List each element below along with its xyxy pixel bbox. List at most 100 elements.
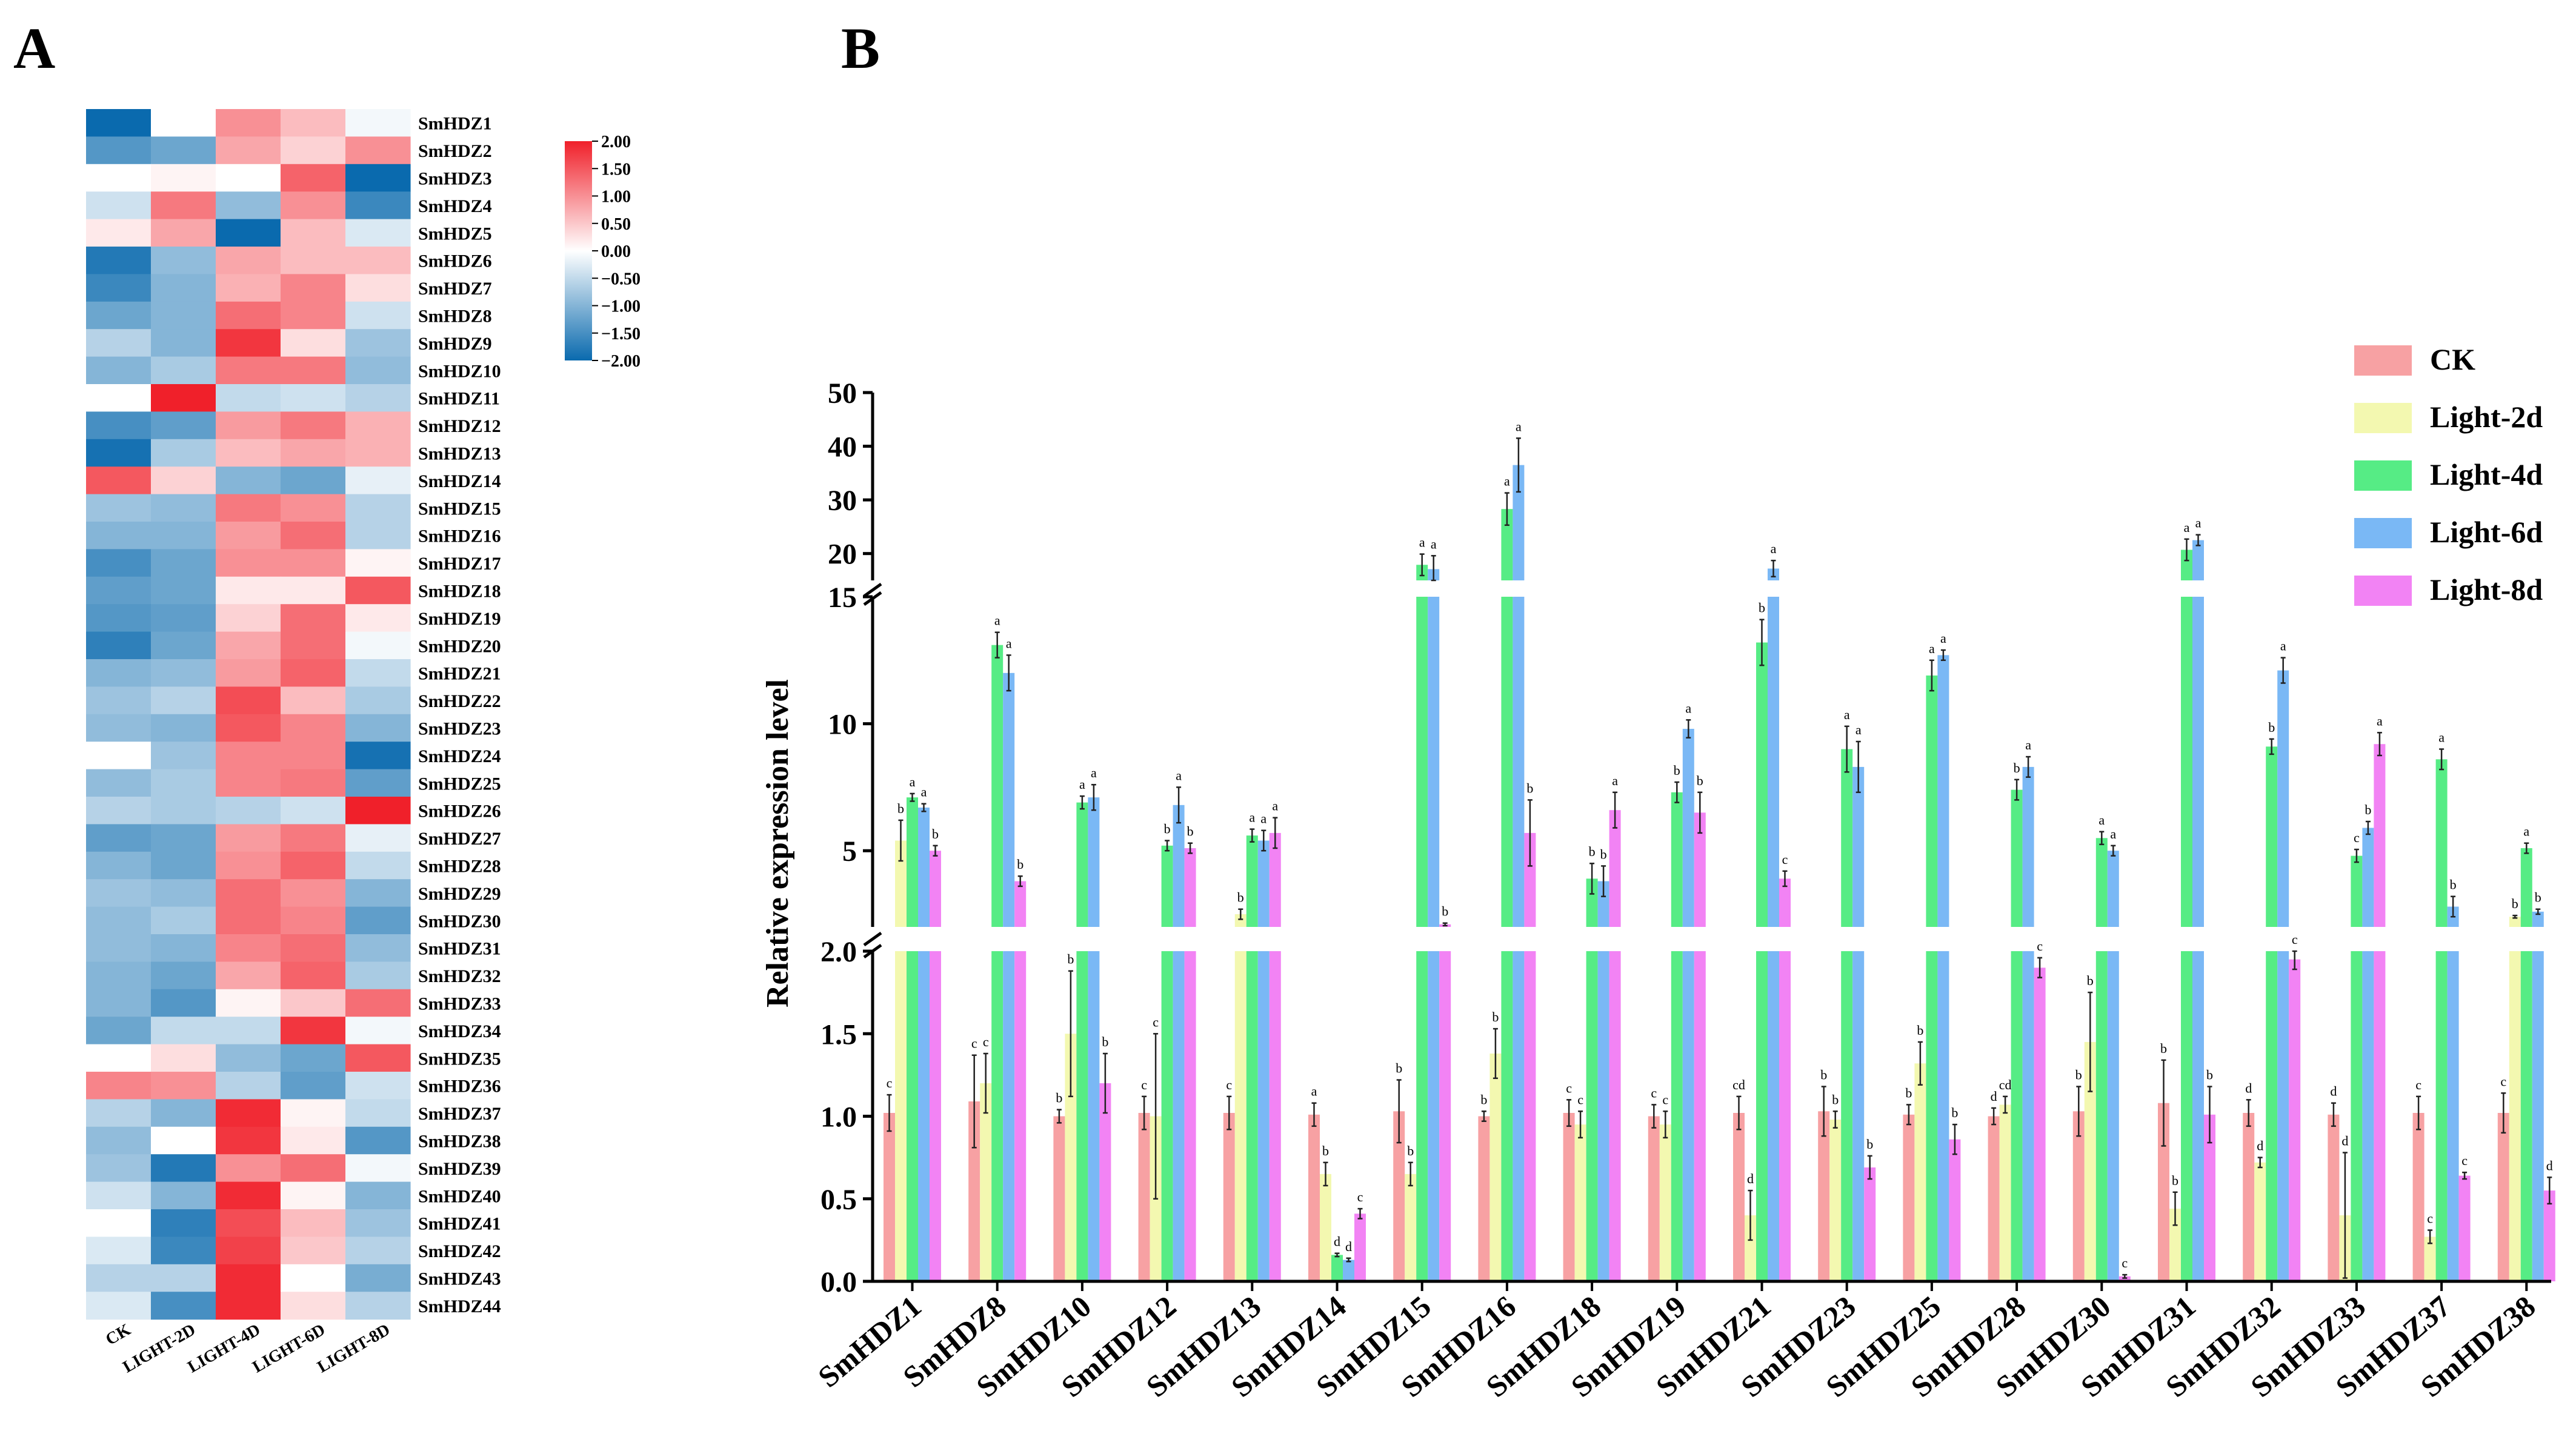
heatmap-row-label: SmHDZ11 [418, 389, 500, 409]
heatmap-cell [345, 219, 411, 247]
significance-label: a [910, 774, 916, 789]
heatmap-cell [281, 522, 346, 549]
significance-label: a [1260, 811, 1266, 826]
significance-label: d [2257, 1138, 2263, 1154]
bar-Light-4d [907, 797, 918, 927]
axes: 0.0 0.5 1.0 1.5 2.0 5 10 15 20 30 40 50 [820, 377, 2551, 1298]
heatmap-column-label: LIGHT-4D [185, 1320, 264, 1376]
bar-CK [2497, 1113, 2509, 1281]
heatmap-cell [151, 466, 216, 495]
heatmap-cell [281, 1154, 346, 1183]
bar-Light-4d [1416, 951, 1428, 1281]
bar-CK [2072, 1111, 2085, 1281]
heatmap-cell [281, 686, 346, 715]
significance-label: d [1991, 1089, 1997, 1104]
bar-CK [1903, 1114, 1915, 1281]
legend-swatch [2354, 460, 2412, 491]
heatmap-cell [216, 439, 281, 467]
bar-Light-4d [1161, 951, 1173, 1281]
heatmap-cell [281, 1044, 346, 1072]
significance-label: c [2292, 932, 2298, 947]
bar-Light-8d [1609, 810, 1621, 927]
bar-Light-2d [1234, 914, 1246, 927]
heatmap-row-label: SmHDZ20 [418, 636, 501, 656]
heatmap-row-label: SmHDZ17 [418, 554, 501, 574]
heatmap-row-label: SmHDZ2 [418, 141, 492, 161]
heatmap-cell [86, 384, 151, 412]
bar-Light-2d [2254, 1162, 2266, 1281]
significance-label: a [2377, 713, 2383, 728]
heatmap-cell [86, 522, 151, 549]
significance-label: a [994, 613, 1000, 628]
panel-a-label: A [13, 16, 55, 81]
heatmap-row-label: SmHDZ1 [418, 114, 492, 134]
significance-label: b [1102, 1034, 1108, 1049]
bar-Light-4d [2095, 838, 2108, 927]
bar-Light-6d [2532, 911, 2544, 927]
heatmap-cell [281, 109, 346, 137]
heatmap-cell [216, 274, 281, 302]
heatmap-row-label: SmHDZ22 [418, 691, 501, 711]
heatmap-cell [86, 1264, 151, 1292]
bar-Light-4d [1076, 802, 1088, 927]
significance-label: b [2535, 890, 2541, 905]
heatmap-cell [216, 1017, 281, 1045]
significance-label: c [1141, 1077, 1147, 1092]
heatmap-cell [216, 659, 281, 687]
legend-tick-label: −1.00 [601, 297, 641, 316]
bar-Light-4d [1926, 676, 1938, 927]
heatmap-cell [216, 879, 281, 908]
bar-Light-6d [1852, 766, 1865, 927]
heatmap-cell [345, 164, 411, 192]
heatmap-cell [216, 961, 281, 990]
bar-Light-6d [2192, 951, 2204, 1281]
bar-Light-8d [1269, 951, 1281, 1281]
significance-label: d [2341, 1134, 2348, 1149]
bar-Light-6d [1682, 729, 1694, 927]
heatmap-column-label: LIGHT-6D [250, 1320, 328, 1376]
significance-label: b [1905, 1085, 1912, 1100]
heatmap-row-label: SmHDZ44 [418, 1296, 501, 1316]
heatmap-cell [86, 1072, 151, 1100]
significance-label: a [1431, 536, 1437, 551]
heatmap-cell [281, 989, 346, 1017]
heatmap-cell [345, 824, 411, 852]
significance-label: b [1589, 844, 1596, 859]
significance-label: c [2037, 938, 2043, 954]
bar-Light-4d [2266, 951, 2278, 1281]
heatmap-row-label: SmHDZ15 [418, 499, 501, 519]
y-tick-label: 1.5 [820, 1018, 857, 1051]
bar-Light-2d [1320, 1173, 1331, 1281]
bar-Light-4d [2435, 759, 2448, 927]
heatmap-cell [345, 631, 411, 660]
heatmap-cell [345, 1154, 411, 1183]
heatmap-cell [86, 824, 151, 852]
bar-Light-6d [2277, 951, 2289, 1281]
heatmap-cell [345, 522, 411, 549]
heatmap-row-label: SmHDZ8 [418, 307, 492, 327]
heatmap-row-label: SmHDZ33 [418, 994, 501, 1014]
heatmap-cell [345, 797, 411, 825]
heatmap-cell [216, 1126, 281, 1155]
heatmap-cell [281, 742, 346, 770]
bar-Light-4d [1331, 1255, 1343, 1281]
y-tick-label: 2.0 [820, 936, 857, 968]
bar-Light-6d [2107, 851, 2119, 927]
heatmap-row-label: SmHDZ29 [418, 884, 501, 904]
heatmap-cell [281, 1017, 346, 1045]
significance-label: d [2245, 1080, 2252, 1095]
bar-CK [1223, 1113, 1235, 1281]
heatmap-cell [216, 686, 281, 715]
heatmap-row-label: SmHDZ30 [418, 911, 501, 931]
heatmap-cell [345, 274, 411, 302]
bar-Light-4d [2181, 597, 2192, 927]
heatmap-cell [345, 961, 411, 990]
bar-CK [1053, 1116, 1065, 1281]
heatmap-cell [216, 1154, 281, 1183]
heatmap-cell [151, 1044, 216, 1072]
significance-label: b [2206, 1067, 2213, 1083]
heatmap-cell [86, 549, 151, 577]
bar-Light-6d [1428, 597, 1440, 927]
heatmap-row-label: SmHDZ19 [418, 609, 501, 629]
heatmap-cell [345, 906, 411, 935]
